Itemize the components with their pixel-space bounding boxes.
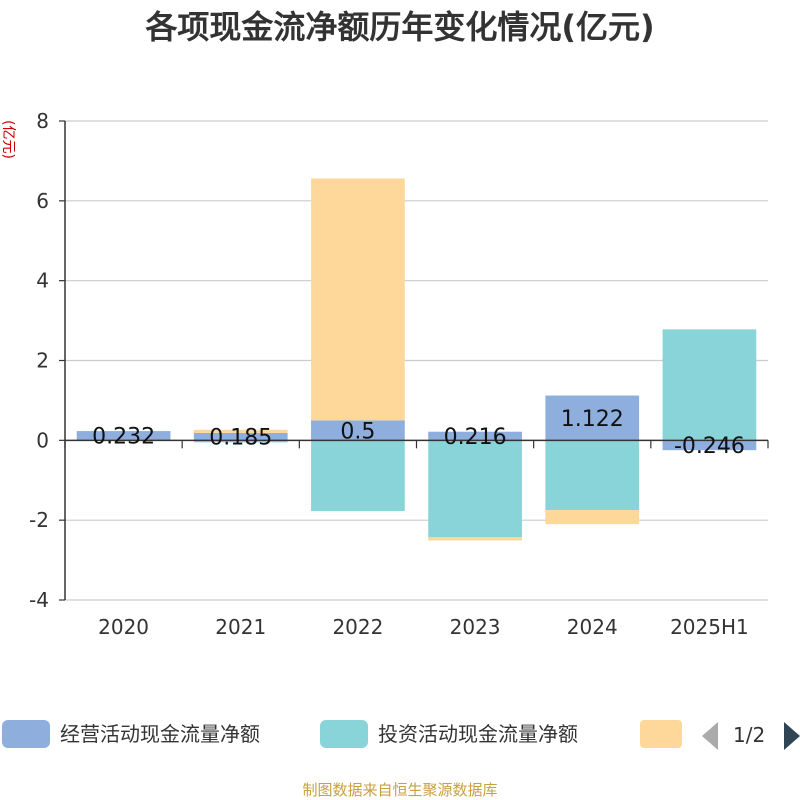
bar-series-2-2024[interactable] xyxy=(545,510,640,525)
data-label: 0.216 xyxy=(444,425,507,450)
bar-series-0-2021[interactable] xyxy=(193,432,288,441)
bar-series-1-2024[interactable] xyxy=(545,440,640,511)
x-tick-label: 2024 xyxy=(567,615,618,639)
bar-series-2-2021[interactable] xyxy=(193,429,288,433)
chart-title: 各项现金流净额历年变化情况(亿元) xyxy=(145,8,654,46)
y-tick-label: -4 xyxy=(29,588,49,612)
y-tick-label: 0 xyxy=(36,428,49,452)
grid xyxy=(65,120,768,601)
y-tick-label: -2 xyxy=(29,508,49,532)
legend-pager: 1/2 xyxy=(733,723,765,747)
bars xyxy=(76,178,757,541)
legend-prev-icon[interactable] xyxy=(702,722,718,750)
y-tick-label: 6 xyxy=(36,189,49,213)
legend-label-investing[interactable]: 投资活动现金流量净额 xyxy=(378,722,578,746)
legend-next-icon[interactable] xyxy=(784,722,800,750)
data-label: 0.5 xyxy=(340,419,375,444)
x-tick-label: 2023 xyxy=(450,615,501,639)
bar-series-0-2022[interactable] xyxy=(311,420,405,441)
bar-series-2-2022[interactable] xyxy=(311,178,405,421)
y-tick-label: 8 xyxy=(36,109,49,133)
legend-swatch-financing[interactable] xyxy=(640,720,682,748)
y-unit-label: (亿元) xyxy=(0,120,16,159)
bar-series-0-2023[interactable] xyxy=(428,431,522,441)
bar-series-0-2025H1[interactable] xyxy=(662,440,757,451)
data-labels: 0.232 0.185 0.5 0.216 1.122 -0.246 xyxy=(92,407,745,459)
source-note: 制图数据来自恒生聚源数据库 xyxy=(302,781,497,799)
data-label: 1.122 xyxy=(561,407,624,432)
x-tick-label: 2025H1 xyxy=(670,615,749,639)
x-tick-label: 2020 xyxy=(98,615,149,639)
legend: 经营活动现金流量净额 投资活动现金流量净额 1/2 xyxy=(2,720,800,750)
axes xyxy=(59,120,769,601)
bar-series-0-2024[interactable] xyxy=(545,395,640,441)
y-tick-label: 4 xyxy=(36,269,49,293)
bar-series-0-2020[interactable] xyxy=(76,431,171,441)
bar-series-1-2023[interactable] xyxy=(428,440,522,538)
data-label: -0.246 xyxy=(674,434,745,459)
bar-series-1-2022[interactable] xyxy=(311,440,405,511)
bar-series-1-2025H1[interactable] xyxy=(662,329,757,441)
x-tick-label: 2022 xyxy=(332,615,383,639)
y-tick-label: 2 xyxy=(36,349,49,373)
bar-series-2-2023[interactable] xyxy=(428,537,522,541)
data-label: 0.185 xyxy=(209,426,272,451)
tick-labels: -4 -2 0 2 4 6 8 2020 2021 2022 2023 2024 2025H1 xyxy=(29,109,749,639)
legend-swatch-operating[interactable] xyxy=(2,720,50,748)
x-tick-label: 2021 xyxy=(215,615,266,639)
legend-label-operating[interactable]: 经营活动现金流量净额 xyxy=(60,722,260,746)
legend-swatch-investing[interactable] xyxy=(320,720,368,748)
data-label: 0.232 xyxy=(92,425,155,450)
bar-series-1-2021[interactable] xyxy=(193,440,288,443)
